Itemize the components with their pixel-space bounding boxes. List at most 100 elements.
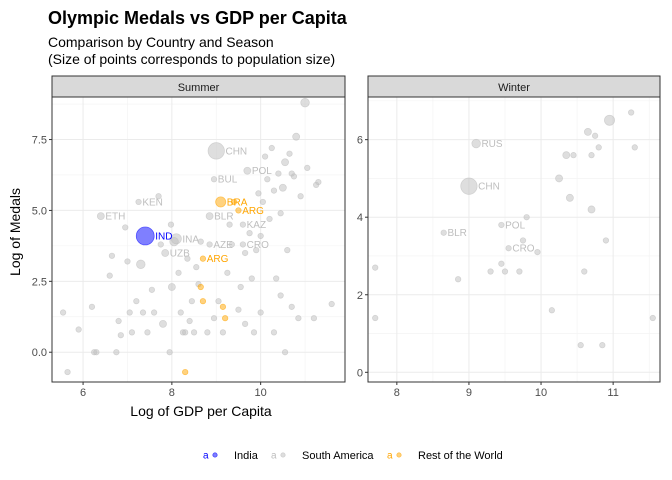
data-point — [59, 309, 67, 316]
data-point — [440, 229, 447, 236]
data-point — [471, 138, 481, 149]
data-point — [188, 298, 195, 305]
data-point — [133, 298, 140, 305]
data-point — [108, 252, 116, 259]
data-point — [248, 275, 255, 282]
data-point — [286, 150, 293, 157]
data-point — [628, 109, 635, 116]
x-tick-label: 10 — [535, 387, 547, 399]
data-point — [190, 329, 198, 336]
data-point — [455, 276, 462, 283]
data-point — [523, 214, 530, 221]
data-point — [270, 187, 278, 194]
legend: a India a South America a Rest of the World — [203, 450, 503, 462]
point-label: BUL — [218, 175, 238, 186]
data-point — [124, 258, 131, 265]
chart-subtitle-line-2: (Size of points corresponds to populatio… — [48, 51, 335, 67]
data-point — [498, 260, 505, 267]
data-point — [182, 329, 189, 336]
data-point — [155, 193, 162, 200]
legend-key-point — [396, 452, 402, 458]
y-tick-label: 0.0 — [32, 347, 47, 359]
y-axis-title: Log of Medals — [7, 188, 23, 276]
data-point — [250, 329, 258, 336]
data-point — [239, 221, 247, 228]
data-point — [215, 196, 227, 208]
x-tick-label: 11 — [607, 387, 618, 399]
data-point — [235, 207, 242, 214]
x-tick-label: 6 — [80, 387, 86, 399]
legend-key-point — [280, 452, 286, 458]
data-point — [304, 164, 311, 172]
data-point — [222, 315, 229, 322]
x-axis-title: Log of GDP per Capita — [130, 403, 272, 419]
data-point — [257, 232, 264, 240]
data-point — [487, 268, 494, 275]
data-point — [328, 300, 335, 308]
point-label: POL — [505, 220, 525, 231]
x-tick-label: 10 — [255, 387, 267, 399]
legend-label: South America — [302, 450, 374, 462]
chart-title: Olympic Medals vs GDP per Capita — [48, 8, 348, 28]
point-label: KAZ — [247, 220, 266, 231]
data-point — [372, 314, 379, 322]
data-point — [284, 247, 291, 254]
data-point — [170, 233, 182, 245]
data-point — [166, 349, 173, 356]
data-point — [75, 326, 82, 333]
data-point — [242, 249, 249, 257]
data-point — [230, 198, 238, 206]
data-point — [237, 283, 244, 291]
data-point — [144, 329, 151, 336]
x-tick-label: 9 — [466, 387, 472, 399]
data-point — [210, 176, 218, 183]
data-point — [246, 230, 253, 237]
data-point — [315, 178, 322, 186]
legend-label: India — [234, 450, 259, 462]
data-point — [159, 319, 167, 328]
data-point — [295, 315, 302, 322]
data-point — [292, 132, 301, 141]
point-label: CHN — [225, 146, 247, 157]
point-label: AZE — [213, 240, 233, 251]
data-point — [197, 283, 204, 291]
data-point — [584, 128, 592, 136]
data-point — [186, 317, 193, 325]
y-tick-label: 6 — [357, 135, 363, 147]
data-point — [210, 315, 218, 322]
data-point — [581, 268, 588, 275]
data-point — [281, 349, 289, 356]
legend-label: Rest of the World — [418, 450, 503, 462]
data-point — [215, 298, 222, 305]
data-point — [243, 166, 252, 175]
data-point — [599, 342, 606, 349]
data-point — [631, 144, 638, 151]
legend-key-letter: a — [387, 451, 393, 462]
data-point — [167, 221, 175, 228]
x-tick-label: 8 — [394, 387, 400, 399]
data-point — [277, 292, 284, 299]
y-tick-label: 7.5 — [32, 135, 47, 147]
data-point — [577, 342, 584, 349]
data-point — [184, 255, 191, 262]
data-point — [270, 329, 278, 336]
point-label: UZB — [170, 248, 190, 259]
data-point — [175, 269, 182, 276]
panel-background — [368, 97, 660, 382]
data-point — [602, 237, 610, 244]
data-point — [261, 153, 269, 160]
point-label: BLR — [214, 212, 233, 223]
panel-summer: Summer 6 8 10 0.0 2.5 5.0 7.5 ETH KEN IND UZB INA ARG… — [32, 75, 346, 399]
data-point — [239, 241, 247, 248]
data-point — [197, 238, 204, 245]
point-label: BRA — [227, 197, 248, 208]
data-point — [117, 332, 124, 339]
data-point — [505, 245, 512, 252]
data-point — [548, 307, 555, 314]
data-point — [264, 176, 271, 183]
data-point — [242, 320, 249, 327]
data-point — [649, 314, 656, 322]
data-point — [587, 205, 596, 214]
data-point — [224, 269, 231, 276]
y-tick-label: 5.0 — [32, 205, 47, 217]
